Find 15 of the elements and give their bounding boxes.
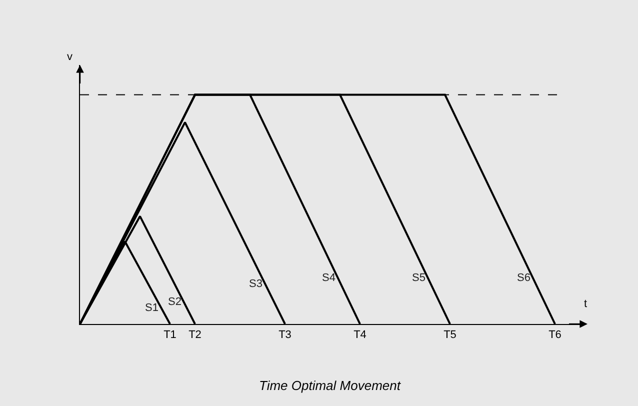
series-label: S5 [412,272,426,284]
x-tick-label: T5 [444,329,456,342]
text: Time Optimal Movement [259,378,402,393]
x-tick-label: T6 [548,329,562,342]
series-label: S4 [322,272,336,284]
series-label: S6 [517,272,530,284]
x-tick-label: T2 [188,329,202,342]
series-label: S1 [145,302,158,314]
x-tick-label: T3 [278,329,292,342]
series-label: S3 [249,278,262,290]
x-tick-label: T4 [354,329,366,342]
x-tick-label: T1 [164,329,176,342]
y-axis-title: v [67,51,73,63]
series-label: S2 [168,296,182,308]
x-axis-title: t [584,298,588,310]
